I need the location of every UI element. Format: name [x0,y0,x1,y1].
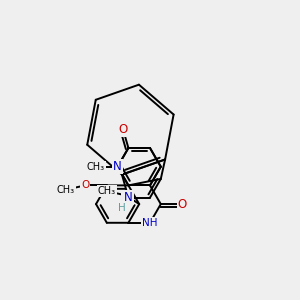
Text: CH₃: CH₃ [98,186,116,196]
Text: O: O [81,180,89,190]
Text: CH₃: CH₃ [57,185,75,195]
Text: H: H [118,203,126,213]
Text: O: O [178,198,187,211]
Text: NH: NH [142,218,158,228]
Text: N: N [124,191,133,204]
Text: CH₃: CH₃ [87,162,105,172]
Text: O: O [122,190,130,200]
Text: O: O [118,123,127,136]
Text: N: N [113,160,122,173]
